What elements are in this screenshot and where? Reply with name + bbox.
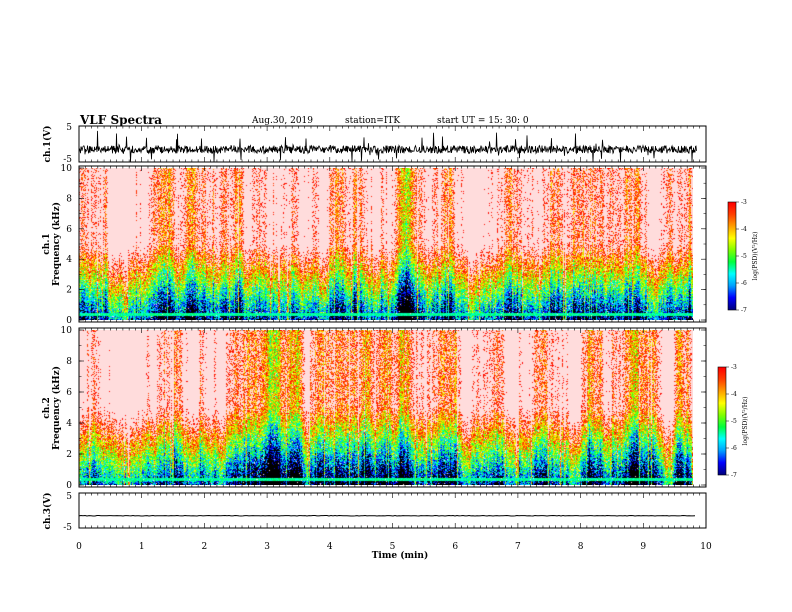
y-tick-label: 10 [61,164,73,174]
station-label: station=ITK [345,116,400,126]
ch2-spectrogram-image [79,330,693,485]
y-tick-label: 2 [66,286,72,296]
x-axis-label: Time (min) [372,550,429,561]
x-tick-label: 2 [202,542,208,552]
ch2-spectrogram-yticks: 0 2 4 6 8 10 [61,326,706,491]
x-tick-label: 8 [578,542,584,552]
ch1-spectrogram-yticks: 0 2 4 6 8 10 [61,164,706,326]
figure-title: VLF Spectra [79,113,162,127]
colorbar-tick-label: -4 [731,391,737,398]
x-tick-label: 3 [264,542,270,552]
y-tick-label: 8 [66,357,72,367]
x-tick-label: 10 [700,542,712,552]
x-tick-label: 4 [327,542,333,552]
ch1-colorbar-label: log(PSD)(V²/Hz) [752,232,759,281]
colorbar-tick-label: -7 [731,472,737,479]
x-tick-label: 7 [515,542,521,552]
colorbar-tick-label: -3 [731,364,737,371]
ch1-colorbar-ticks: -3 -4 -5 -6 -7 [736,199,747,314]
colorbar-tick-label: -3 [741,199,747,206]
ch1-waveform-ylabel: ch.1(V) [42,126,53,163]
ch2-spectrogram-ylabel-freq: Frequency (kHz) [51,366,62,450]
y-tick-label: 6 [66,225,72,235]
colorbar-tick-label: -5 [741,253,747,260]
y-tick-label: 4 [66,419,72,429]
ch1-waveform-frame [78,125,707,163]
start-time-label: start UT = 15: 30: 0 [437,116,529,126]
ch3-waveform-ylabel: ch.3(V) [42,493,53,530]
y-tick-label: 4 [66,255,72,265]
ch3-ytick-bottom: -5 [63,523,72,533]
x-tick-label: 1 [139,542,145,552]
ch1-ytick-top: 5 [66,123,72,133]
x-tick-label: 9 [640,542,646,552]
ch2-colorbar-ticks: -3 -4 -5 -6 -7 [726,364,737,479]
ch1-waveform-line [78,130,697,163]
y-tick-label: 8 [66,194,72,204]
y-tick-label: 2 [66,450,72,460]
colorbar-tick-label: -7 [741,307,747,314]
colorbar-tick-label: -5 [731,418,737,425]
ch1-ytick-bottom: -5 [63,155,72,165]
ch2-spectrogram-ylabel-channel: ch.2 [42,397,52,418]
colorbar-tick-label: -6 [731,445,737,452]
ch1-spectrogram-image [79,168,693,320]
x-tick-label: 5 [390,542,396,552]
y-tick-label: 10 [61,326,73,336]
colorbar-tick-label: -6 [741,280,747,287]
ch3-ytick-top: 5 [66,492,72,502]
ch2-colorbar-label: log(PSD)(V²/Hz) [742,397,749,446]
x-axis-ticks [78,126,707,528]
ch1-spectrogram-ylabel-freq: Frequency (kHz) [51,202,62,286]
ch1-colorbar [728,202,736,310]
ch3-waveform-frame [78,492,707,529]
y-tick-label: 0 [66,481,72,491]
x-tick-label: 6 [452,542,458,552]
y-tick-label: 0 [66,316,72,326]
ch3-waveform-line [78,514,696,517]
x-tick-label: 0 [76,542,82,552]
y-tick-label: 6 [66,388,72,398]
ch1-spectrogram-ylabel-channel: ch.1 [42,233,52,254]
colorbar-tick-label: -4 [741,226,747,233]
ch2-colorbar [718,367,726,475]
date-label: Aug.30, 2019 [251,116,313,126]
x-axis-tick-labels: 0 1 2 3 4 5 6 7 8 9 10 [76,542,712,552]
